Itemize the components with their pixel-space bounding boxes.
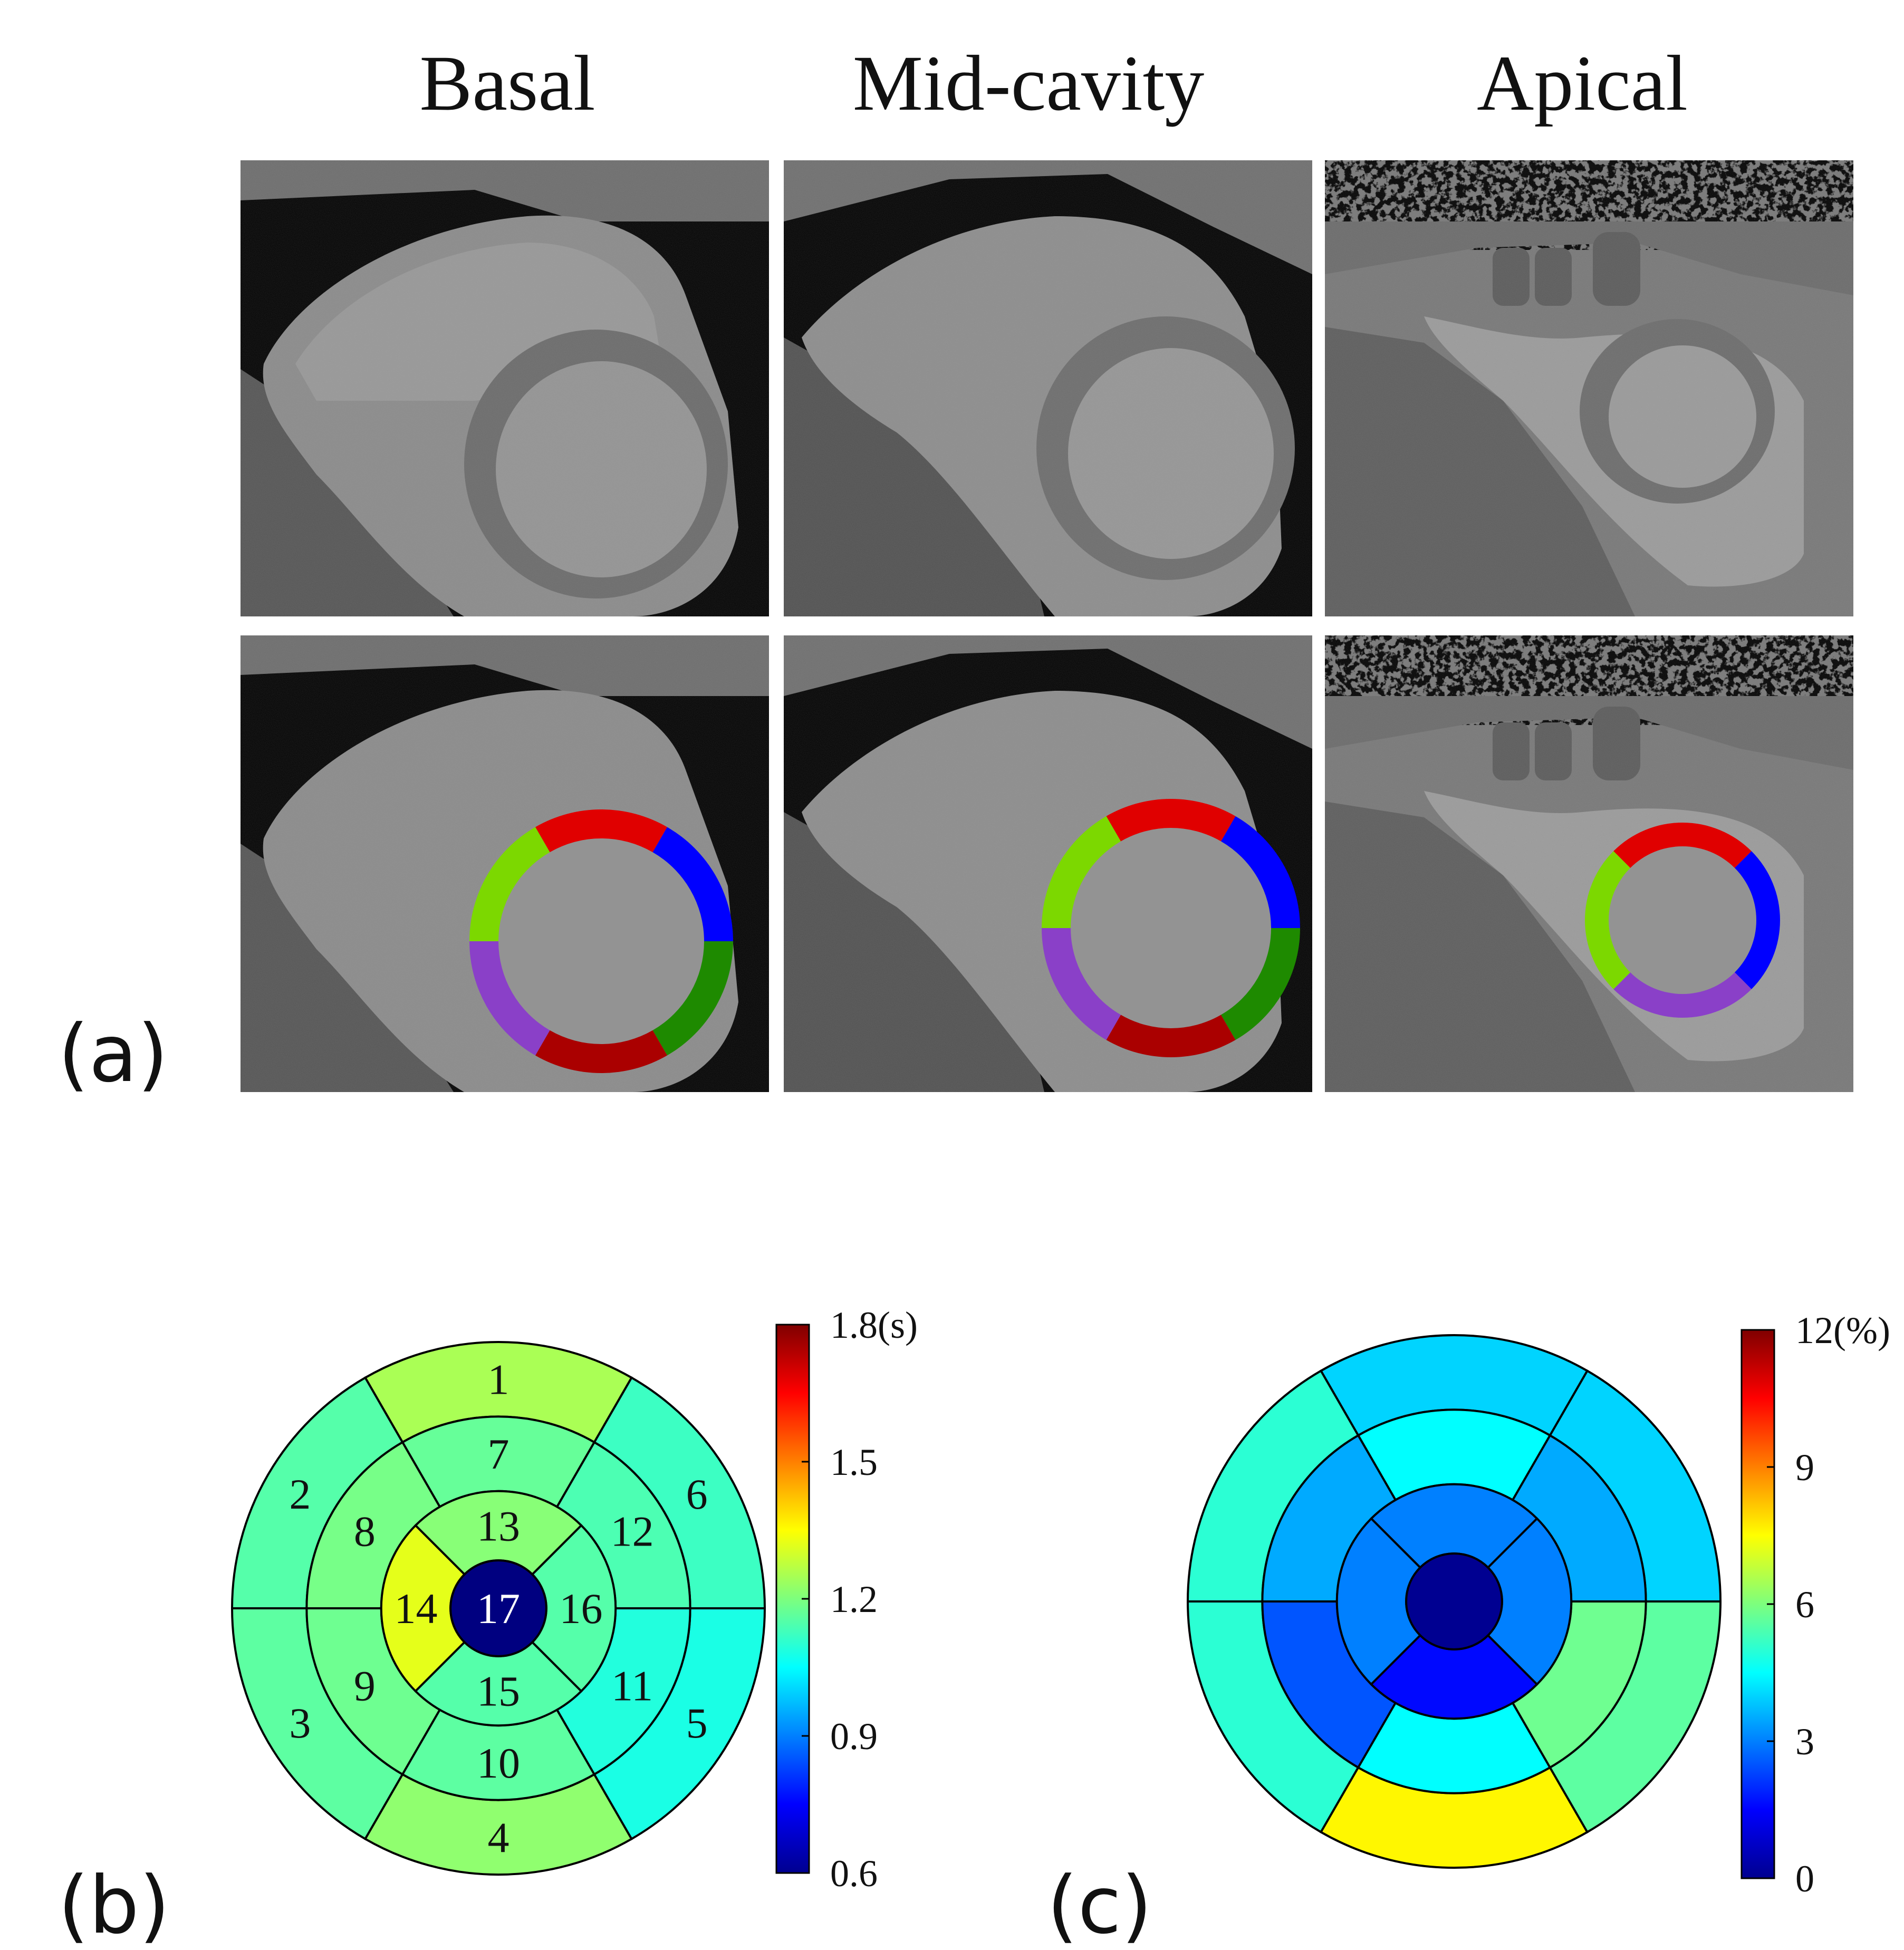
mid-ring-segment-3 bbox=[1221, 928, 1300, 1040]
colorbar-c-tick-label-2: 6 bbox=[1795, 1584, 1814, 1626]
basal-ring-segment-2 bbox=[652, 827, 733, 941]
colorbar-c-ticks: 12(%) 9 6 3 0 bbox=[1767, 1309, 1890, 1900]
apical-ring-segment-1 bbox=[1613, 823, 1752, 868]
bullseye-b-label-13: 13 bbox=[477, 1502, 520, 1550]
colorbar-b bbox=[775, 1324, 810, 1874]
apical-ring-segment-3 bbox=[1613, 972, 1752, 1018]
bullseye-b-label-9: 9 bbox=[354, 1662, 376, 1710]
bullseye-b-segment-17 bbox=[449, 1559, 547, 1657]
colorbar-b-tick-label-4: 0.6 bbox=[830, 1852, 878, 1895]
mri-basal-raw bbox=[241, 160, 769, 616]
apical-ring-segment-4 bbox=[1585, 851, 1631, 989]
basal-ring-segment-5 bbox=[469, 941, 550, 1056]
mri-apical-segmented bbox=[1325, 635, 1853, 1092]
column-title-apical: Apical bbox=[1477, 40, 1688, 127]
colorbar-c-tick-label-4: 0 bbox=[1795, 1858, 1814, 1900]
bullseye-b-label-1: 1 bbox=[488, 1356, 509, 1404]
colorbar-c-tick-label-1: 9 bbox=[1795, 1446, 1814, 1489]
bullseye-c-segment-17 bbox=[1405, 1552, 1503, 1650]
basal-ring-segment-6 bbox=[469, 827, 550, 941]
mid-ring-segment-4 bbox=[1106, 1015, 1236, 1057]
bullseye-b-label-3: 3 bbox=[289, 1699, 311, 1747]
bullseye-plot-c bbox=[1186, 1334, 1722, 1869]
colorbar-b-tick-label-1: 1.5 bbox=[830, 1441, 878, 1483]
bullseye-b-label-12: 12 bbox=[611, 1508, 654, 1556]
bullseye-b-label-14: 14 bbox=[394, 1585, 437, 1633]
colorbar-c-tick-label-3: 3 bbox=[1795, 1721, 1814, 1763]
bullseye-b-label-2: 2 bbox=[289, 1470, 311, 1518]
mid-ring-segment-2 bbox=[1221, 816, 1300, 928]
panel-label-a: (a) bbox=[58, 1008, 168, 1100]
basal-ring-segment-3 bbox=[652, 941, 733, 1056]
panel-label-b: (b) bbox=[58, 1860, 170, 1950]
panel-label-c: (c) bbox=[1047, 1860, 1152, 1950]
bullseye-b-label-7: 7 bbox=[488, 1430, 509, 1478]
bullseye-b-label-17: 17 bbox=[477, 1585, 520, 1633]
bullseye-plot-b bbox=[230, 1341, 766, 1876]
mid-ring-segment-1 bbox=[1106, 798, 1236, 842]
mri-apical-raw bbox=[1325, 160, 1853, 616]
colorbar-b-tick-label-0: 1.8(s) bbox=[830, 1304, 918, 1346]
mri-mid-cavity-raw bbox=[784, 160, 1312, 616]
colorbar-b-ticks: 1.8(s) 1.5 1.2 0.9 0.6 bbox=[802, 1304, 918, 1895]
colorbar-b-tick-label-2: 1.2 bbox=[830, 1578, 878, 1620]
bullseye-b-label-5: 5 bbox=[686, 1699, 708, 1747]
bullseye-b-label-15: 15 bbox=[477, 1667, 520, 1715]
bullseye-b-label-10: 10 bbox=[477, 1739, 520, 1787]
mid-ring-segment-6 bbox=[1042, 816, 1121, 928]
bullseye-b-label-6: 6 bbox=[686, 1470, 708, 1518]
colorbar-b-tick-label-3: 0.9 bbox=[830, 1715, 878, 1758]
segmentation-rings bbox=[469, 798, 1780, 1073]
bullseye-b-label-4: 4 bbox=[488, 1813, 509, 1861]
apical-ring-cavity bbox=[1609, 846, 1756, 994]
colorbar-c-tick-label-0: 12(%) bbox=[1795, 1309, 1890, 1352]
bullseye-b-label-8: 8 bbox=[354, 1508, 376, 1556]
bullseye-b-label-11: 11 bbox=[611, 1662, 653, 1710]
mid-ring-cavity bbox=[1071, 828, 1271, 1028]
basal-ring-segment-4 bbox=[535, 1030, 667, 1073]
bullseye-b-label-16: 16 bbox=[560, 1585, 603, 1633]
column-title-basal: Basal bbox=[419, 40, 595, 127]
apical-ring-segment-2 bbox=[1734, 851, 1780, 989]
basal-ring-cavity bbox=[498, 838, 704, 1044]
mid-ring-segment-5 bbox=[1042, 928, 1121, 1040]
column-title-mid-cavity: Mid-cavity bbox=[853, 40, 1205, 127]
basal-ring-segment-1 bbox=[535, 809, 667, 853]
